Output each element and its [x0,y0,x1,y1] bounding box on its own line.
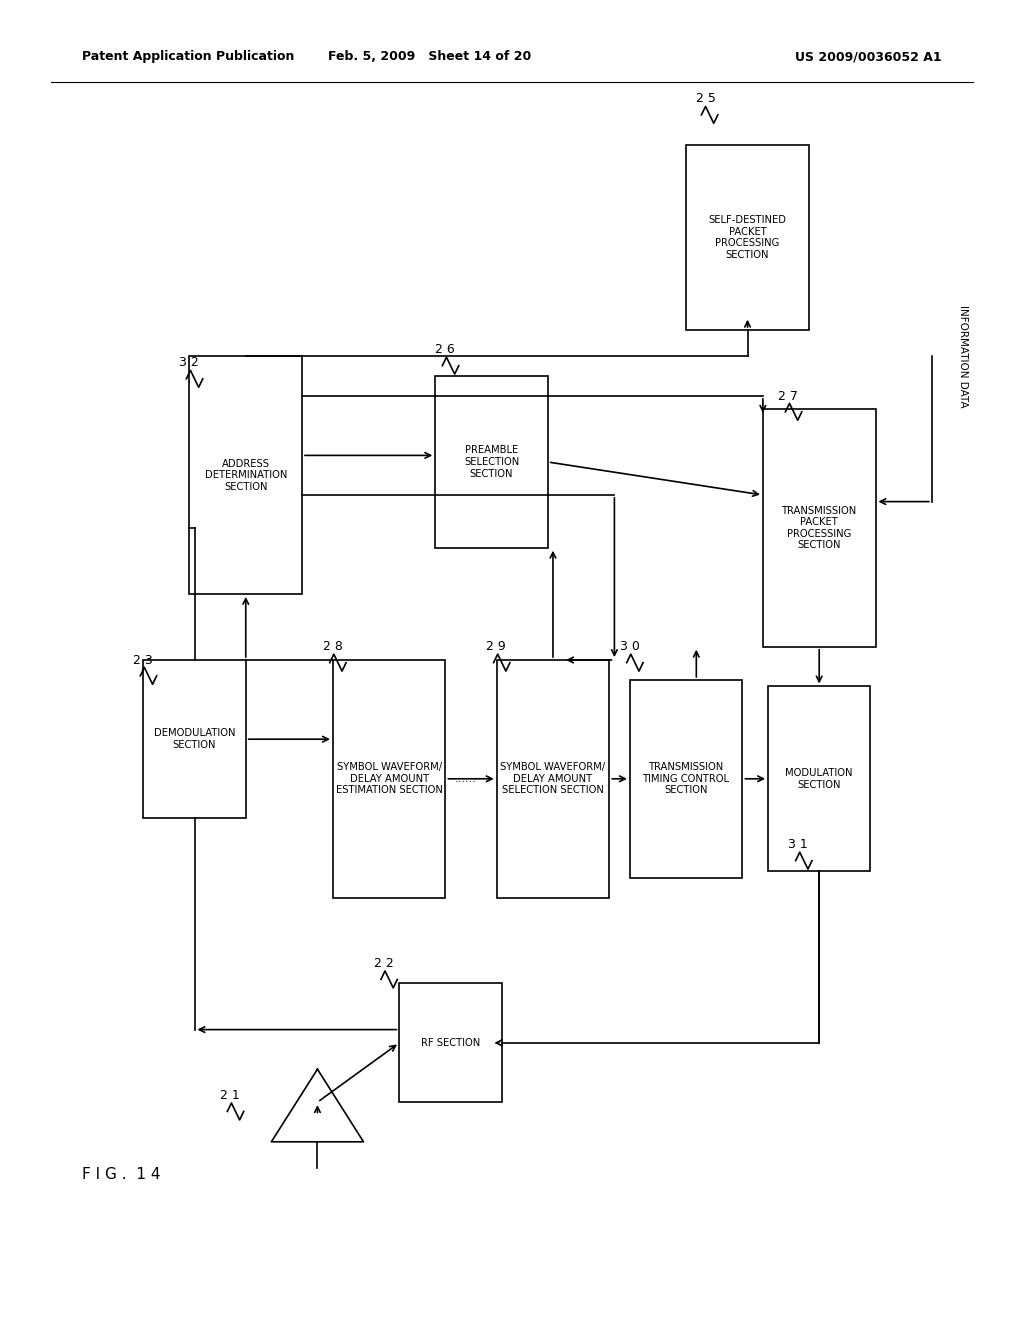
Text: SYMBOL WAVEFORM/
DELAY AMOUNT
ESTIMATION SECTION: SYMBOL WAVEFORM/ DELAY AMOUNT ESTIMATION… [336,762,442,796]
Text: US 2009/0036052 A1: US 2009/0036052 A1 [796,50,942,63]
Text: Patent Application Publication: Patent Application Publication [82,50,294,63]
Text: 2 6: 2 6 [435,343,455,356]
Text: 2 5: 2 5 [696,92,716,106]
Text: MODULATION
SECTION: MODULATION SECTION [785,768,853,789]
Text: 2 3: 2 3 [133,653,153,667]
Text: ......: ...... [455,774,477,784]
Text: 2 7: 2 7 [778,389,798,403]
Text: RF SECTION: RF SECTION [421,1038,480,1048]
Text: ADDRESS
DETERMINATION
SECTION: ADDRESS DETERMINATION SECTION [205,458,287,492]
Text: INFORMATION DATA: INFORMATION DATA [957,305,968,408]
Text: 3 0: 3 0 [620,640,639,653]
Text: TRANSMISSION
PACKET
PROCESSING
SECTION: TRANSMISSION PACKET PROCESSING SECTION [781,506,857,550]
FancyBboxPatch shape [686,145,809,330]
Text: 3 1: 3 1 [788,838,808,851]
Text: DEMODULATION
SECTION: DEMODULATION SECTION [154,729,236,750]
Text: 3 2: 3 2 [179,356,199,370]
Text: F I G .  1 4: F I G . 1 4 [82,1167,161,1183]
FancyBboxPatch shape [768,686,870,871]
Text: SELF-DESTINED
PACKET
PROCESSING
SECTION: SELF-DESTINED PACKET PROCESSING SECTION [709,215,786,260]
FancyBboxPatch shape [143,660,246,818]
FancyBboxPatch shape [189,356,302,594]
Text: PREAMBLE
SELECTION
SECTION: PREAMBLE SELECTION SECTION [464,445,519,479]
Text: SYMBOL WAVEFORM/
DELAY AMOUNT
SELECTION SECTION: SYMBOL WAVEFORM/ DELAY AMOUNT SELECTION … [501,762,605,796]
FancyBboxPatch shape [630,680,742,878]
FancyBboxPatch shape [763,409,876,647]
FancyBboxPatch shape [399,983,502,1102]
FancyBboxPatch shape [497,660,609,898]
Text: Feb. 5, 2009   Sheet 14 of 20: Feb. 5, 2009 Sheet 14 of 20 [329,50,531,63]
Text: 2 2: 2 2 [374,957,393,970]
FancyBboxPatch shape [333,660,445,898]
Text: TRANSMISSION
TIMING CONTROL
SECTION: TRANSMISSION TIMING CONTROL SECTION [643,762,729,796]
Text: 2 8: 2 8 [323,640,342,653]
Text: 2 1: 2 1 [220,1089,240,1102]
FancyBboxPatch shape [435,376,548,548]
Text: 2 9: 2 9 [486,640,506,653]
